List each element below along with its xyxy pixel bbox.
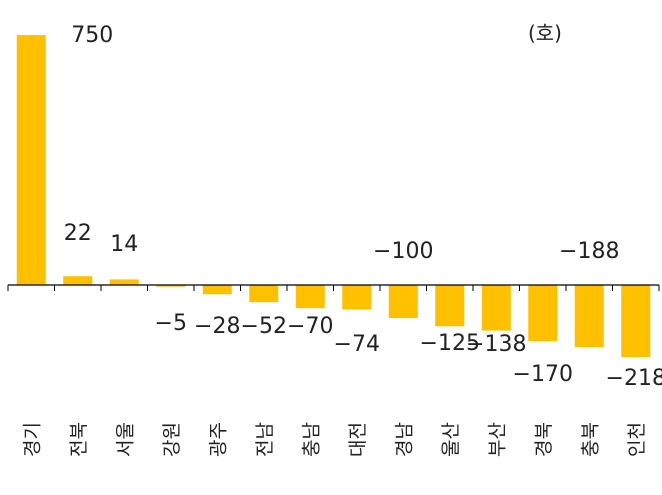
category-label-7: 대전: [347, 422, 369, 457]
data-label-0: 750: [71, 23, 113, 48]
data-label-12: −188: [559, 239, 619, 264]
data-label-1: 22: [64, 221, 92, 246]
data-label-11: −170: [513, 362, 573, 387]
data-label-4: −28: [194, 314, 240, 339]
category-label-10: 부산: [486, 422, 508, 457]
data-label-10: −138: [466, 332, 526, 357]
category-label-13: 인천: [626, 422, 648, 457]
data-label-7: −74: [334, 332, 380, 357]
bar-4: [202, 285, 232, 295]
data-label-5: −52: [241, 314, 287, 339]
category-label-9: 울산: [440, 422, 462, 457]
category-label-12: 충북: [579, 422, 601, 457]
bar-11: [528, 285, 558, 342]
bars-group: [16, 35, 651, 357]
data-label-13: −218: [606, 366, 662, 391]
category-label-8: 경남: [393, 422, 415, 457]
data-label-6: −70: [287, 314, 333, 339]
category-labels-group: 경기 전북 서울 강원 광주 전남 충남 대전 경남 울산 부산 경북 충북 인천: [21, 422, 648, 457]
data-label-8: −100: [373, 239, 433, 264]
bar-12: [574, 285, 604, 348]
data-label-3: −5: [155, 311, 187, 336]
category-label-1: 전북: [68, 422, 90, 457]
category-label-5: 전남: [254, 422, 276, 457]
category-label-11: 경북: [533, 422, 555, 457]
unit-label: (호): [528, 21, 562, 45]
bar-9: [435, 285, 465, 327]
bar-3: [156, 285, 186, 287]
bar-7: [342, 285, 372, 310]
category-label-2: 서울: [114, 422, 136, 457]
bar-2: [109, 279, 139, 285]
data-label-9: −125: [420, 331, 480, 356]
data-labels-group: 750 22 14 −5 −28 −52 −70−74 −100 −125−138 −170 −18…: [64, 23, 662, 391]
bar-0: [16, 35, 46, 285]
data-label-2: 14: [110, 232, 138, 257]
bar-5: [249, 285, 279, 303]
bar-6: [295, 285, 325, 309]
bar-13: [621, 285, 651, 357]
bar-8: [388, 285, 418, 319]
category-label-6: 충남: [300, 422, 322, 457]
bar-10: [481, 285, 511, 331]
category-label-4: 광주: [207, 422, 229, 457]
x-axis: [7, 284, 660, 291]
bar-1: [63, 276, 93, 285]
category-label-0: 경기: [21, 422, 43, 457]
category-label-3: 강원: [161, 422, 183, 457]
